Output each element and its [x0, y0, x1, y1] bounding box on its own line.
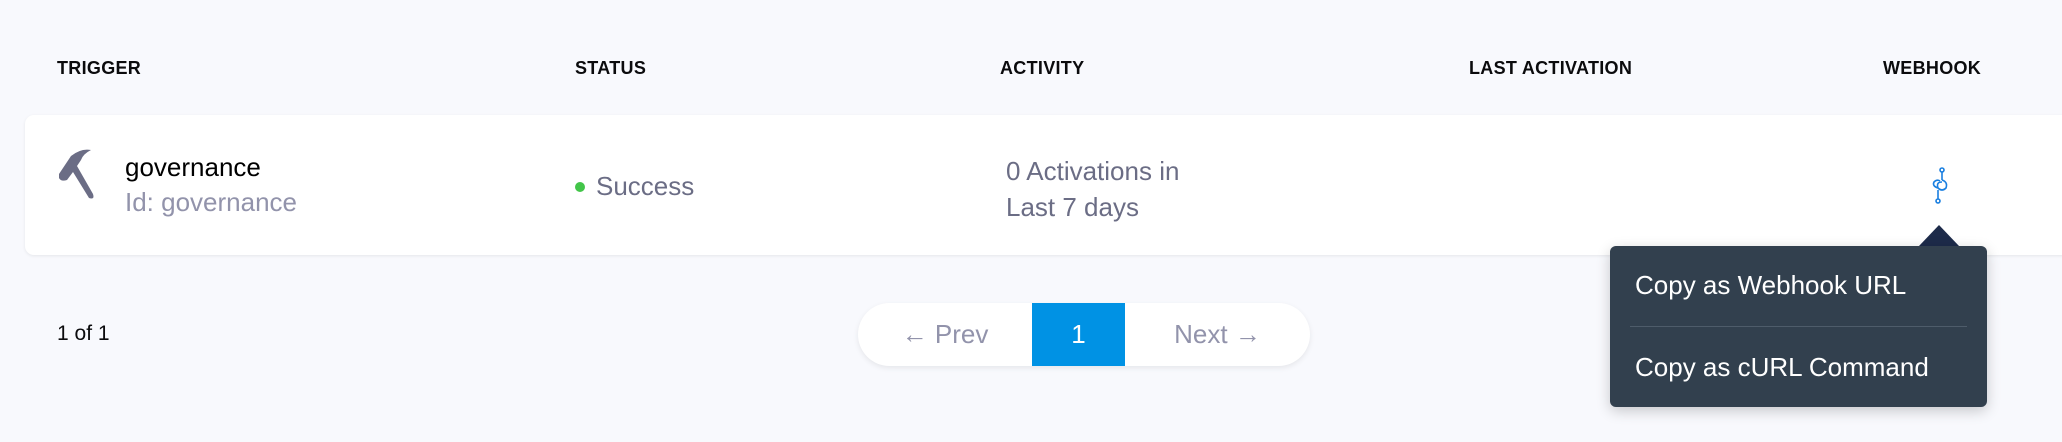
activity-text: 0 Activations in Last 7 days	[1006, 153, 1179, 225]
column-header-last-activation: LAST ACTIVATION	[1469, 58, 1633, 78]
status-text: Success	[596, 171, 695, 201]
pagination: ← Prev 1 Next →	[858, 303, 1310, 366]
copy-curl-command-item[interactable]: Copy as cURL Command	[1635, 352, 1929, 382]
hammer-icon	[59, 149, 94, 199]
trigger-name[interactable]: governance	[125, 152, 261, 182]
copy-webhook-url-item[interactable]: Copy as Webhook URL	[1635, 270, 1907, 300]
column-header-webhook: WEBHOOK	[1883, 58, 1982, 78]
column-header-trigger: TRIGGER	[57, 58, 142, 78]
menu-arrow	[1919, 225, 1959, 246]
activity-count: 0 Activations in	[1006, 156, 1180, 186]
column-header-status: STATUS	[575, 58, 647, 78]
page-count: 1 of 1	[57, 322, 110, 345]
column-header-activity: ACTIVITY	[1000, 58, 1085, 78]
trigger-row[interactable]	[25, 115, 2062, 255]
activity-period: Last 7 days	[1006, 192, 1139, 222]
prev-button[interactable]: ← Prev	[901, 319, 989, 349]
status-dot	[575, 182, 585, 192]
next-button[interactable]: Next →	[1174, 319, 1261, 349]
page-1-button[interactable]: 1	[1032, 303, 1125, 366]
menu-divider	[1630, 326, 1967, 327]
webhook-icon[interactable]	[1928, 166, 1952, 206]
trigger-id: Id: governance	[125, 187, 298, 217]
webhook-menu: Copy as Webhook URL Copy as cURL Command	[1610, 246, 1987, 407]
